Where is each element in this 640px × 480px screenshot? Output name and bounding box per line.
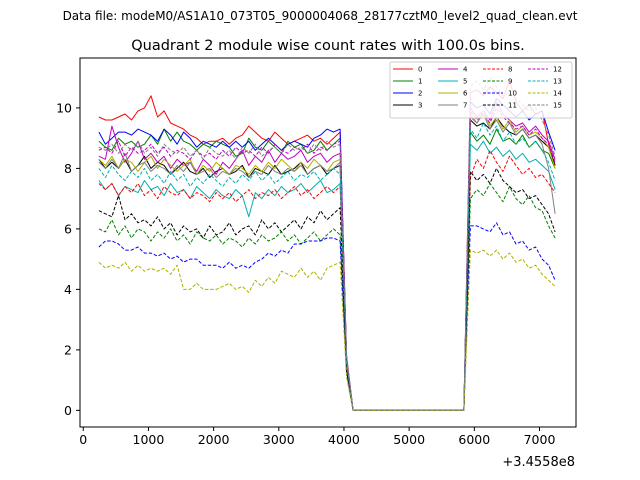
legend-label-9: 9 <box>508 78 512 86</box>
x-offset-label: +3.4558e8 <box>502 455 575 470</box>
legend-label-8: 8 <box>508 66 512 74</box>
legend-box <box>389 61 573 119</box>
x-tick-label: 3000 <box>263 432 295 447</box>
y-axis-ticks: 0 2 4 6 8 10 <box>56 100 80 418</box>
chart-title: Quadrant 2 module wise count rates with … <box>131 38 525 54</box>
series-line-12 <box>98 107 556 411</box>
series-line-2 <box>98 98 556 411</box>
series-line-9 <box>98 183 556 411</box>
series-line-13 <box>98 122 556 411</box>
x-tick-label: 6000 <box>458 432 490 447</box>
legend-label-11: 11 <box>508 102 517 110</box>
series-line-10 <box>98 222 556 411</box>
legend-label-12: 12 <box>553 66 562 74</box>
series-line-3 <box>98 116 556 411</box>
legend-label-7: 7 <box>463 102 467 110</box>
x-tick-label: 5000 <box>393 432 425 447</box>
series-line-15 <box>98 77 556 411</box>
legend-label-6: 6 <box>463 90 468 98</box>
x-tick-label: 0 <box>79 432 87 447</box>
y-tick-label: 6 <box>64 221 72 236</box>
plot-frame <box>79 57 577 428</box>
y-tick-label: 0 <box>64 403 72 418</box>
series-line-5 <box>98 140 556 411</box>
x-tick-label: 4000 <box>328 432 360 447</box>
series-layer <box>98 77 556 411</box>
x-tick-label: 7000 <box>524 432 556 447</box>
series-line-8 <box>98 149 556 411</box>
legend-label-14: 14 <box>553 90 562 98</box>
series-line-14 <box>98 249 556 411</box>
data-file-header: Data file: modeM0/AS1A10_073T05_90000040… <box>63 9 578 23</box>
y-tick-label: 10 <box>56 100 72 115</box>
legend-label-4: 4 <box>463 66 468 74</box>
legend-label-13: 13 <box>553 78 562 86</box>
y-tick-label: 2 <box>64 342 72 357</box>
legend-label-5: 5 <box>463 78 467 86</box>
series-line-11 <box>98 167 556 411</box>
x-axis-ticks: 0 1000 2000 3000 4000 5000 6000 7000 <box>79 427 555 447</box>
legend-label-3: 3 <box>418 102 422 110</box>
series-line-7 <box>98 113 556 411</box>
legend-label-2: 2 <box>418 90 422 98</box>
series-line-0 <box>98 80 556 411</box>
y-tick-label: 4 <box>64 282 72 297</box>
legend-label-10: 10 <box>508 90 517 98</box>
legend-label-0: 0 <box>418 66 422 74</box>
legend-label-15: 15 <box>553 102 562 110</box>
series-line-6 <box>98 110 556 411</box>
x-tick-label: 2000 <box>198 432 230 447</box>
legend-label-1: 1 <box>418 78 422 86</box>
x-tick-label: 1000 <box>133 432 165 447</box>
y-tick-label: 8 <box>64 161 72 176</box>
